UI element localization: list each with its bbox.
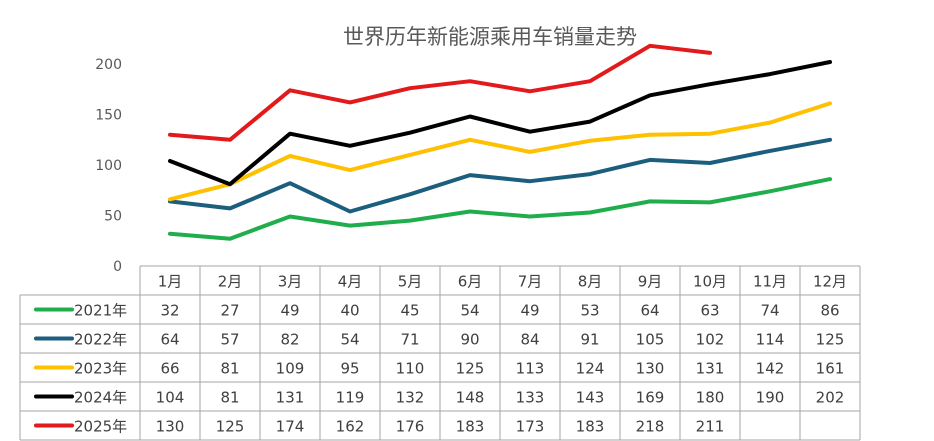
legend-label: 2024年: [74, 389, 127, 407]
table-cell-value: 125: [816, 331, 845, 349]
table-cell-value: 202: [816, 389, 845, 407]
table-cell-value: 49: [280, 302, 299, 320]
table-cell-value: 104: [156, 389, 185, 407]
category-label: 4月: [338, 273, 363, 291]
category-label: 7月: [518, 273, 543, 291]
table-cell-value: 91: [580, 331, 599, 349]
table-cell-value: 162: [336, 418, 365, 436]
legend-label: 2022年: [74, 331, 127, 349]
table-cell-value: 176: [396, 418, 425, 436]
table-cell-value: 64: [160, 331, 179, 349]
table-cell-value: 183: [576, 418, 605, 436]
y-tick-label: 100: [95, 158, 122, 174]
table-cell-value: 54: [460, 302, 479, 320]
table-cell-value: 132: [396, 389, 425, 407]
table-cell-value: 90: [460, 331, 479, 349]
table-cell-value: 131: [696, 360, 725, 378]
table-cell-value: 130: [636, 360, 665, 378]
table-cell-value: 74: [760, 302, 779, 320]
table-cell-value: 45: [400, 302, 419, 320]
category-label: 5月: [398, 273, 423, 291]
y-tick-label: 50: [104, 209, 122, 225]
category-label: 10月: [693, 273, 727, 291]
series-lines: [168, 43, 832, 241]
chart-title: 世界历年新能源乘用车销量走势: [343, 25, 637, 49]
y-tick-label: 200: [95, 57, 122, 73]
series-line-3: [168, 101, 832, 202]
category-label: 1月: [158, 273, 183, 291]
table-cell-value: 102: [696, 331, 725, 349]
table-cell-value: 114: [756, 331, 785, 349]
legend-label: 2021年: [74, 302, 127, 320]
table-cell-value: 110: [396, 360, 425, 378]
table-cell-value: 218: [636, 418, 665, 436]
series-line-5: [168, 43, 712, 142]
table-cell-value: 183: [456, 418, 485, 436]
table-cell-value: 27: [220, 302, 239, 320]
table-cell-value: 161: [816, 360, 845, 378]
table-cell-value: 113: [516, 360, 545, 378]
table-cell-value: 81: [220, 360, 239, 378]
series-line-2: [168, 137, 832, 214]
legend-label: 2023年: [74, 360, 127, 378]
category-label: 2月: [218, 273, 243, 291]
table-cell-value: 125: [216, 418, 245, 436]
table-cell-value: 169: [636, 389, 665, 407]
table-cell-value: 143: [576, 389, 605, 407]
table-cell-value: 82: [280, 331, 299, 349]
table-cell-value: 133: [516, 389, 545, 407]
table-cell-value: 125: [456, 360, 485, 378]
table-cell-value: 66: [160, 360, 179, 378]
table-cell-value: 148: [456, 389, 485, 407]
table-cell-value: 180: [696, 389, 725, 407]
table-cell-value: 174: [276, 418, 305, 436]
table-cell-value: 190: [756, 389, 785, 407]
y-tick-label: 0: [113, 259, 122, 275]
table-cell-value: 54: [340, 331, 359, 349]
table-cell-value: 84: [520, 331, 539, 349]
table-cell-value: 124: [576, 360, 605, 378]
data-table: 1月 2月 3月 4月 5月 6月 7月 8月 9月 10月 11月 12月 2021年 32 27 49 40…: [19, 265, 861, 441]
table-cell-value: 130: [156, 418, 185, 436]
category-label: 6月: [458, 273, 483, 291]
table-cell-value: 71: [400, 331, 419, 349]
table-cell-value: 57: [220, 331, 239, 349]
legend-label: 2025年: [74, 418, 127, 436]
table-cell-value: 173: [516, 418, 545, 436]
series-line-4: [168, 60, 832, 187]
table-cell-value: 86: [820, 302, 839, 320]
table-cell-value: 81: [220, 389, 239, 407]
table-cell-value: 119: [336, 389, 365, 407]
series-line-1: [168, 177, 832, 241]
table-cell-value: 131: [276, 389, 305, 407]
table-cell-value: 95: [340, 360, 359, 378]
category-label: 3月: [278, 273, 303, 291]
table-cell-value: 211: [696, 418, 725, 436]
table-cell-value: 49: [520, 302, 539, 320]
table-cell-value: 64: [640, 302, 659, 320]
y-tick-label: 150: [95, 108, 122, 124]
table-cell-value: 53: [580, 302, 599, 320]
table-cell-value: 105: [636, 331, 665, 349]
category-label: 8月: [578, 273, 603, 291]
table-cell-value: 63: [700, 302, 719, 320]
table-cell-value: 109: [276, 360, 305, 378]
category-label: 9月: [638, 273, 663, 291]
table-cell-value: 142: [756, 360, 785, 378]
category-label: 12月: [813, 273, 847, 291]
table-cell-value: 32: [160, 302, 179, 320]
y-axis: 0 50 100 150 200: [95, 57, 122, 275]
table-cell-value: 40: [340, 302, 359, 320]
category-label: 11月: [753, 273, 787, 291]
